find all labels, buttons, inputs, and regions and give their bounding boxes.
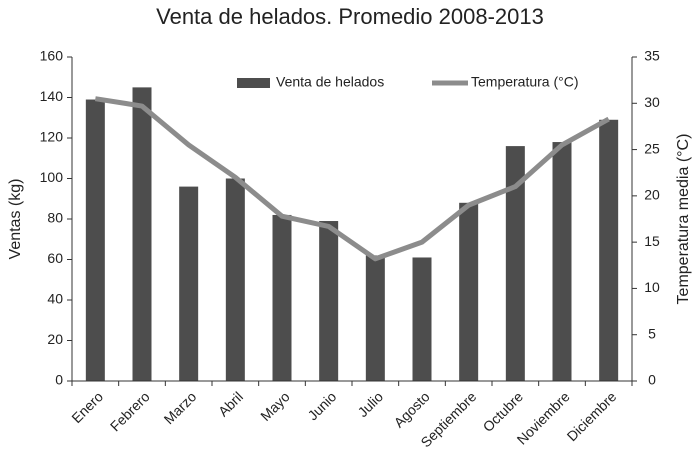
bar (272, 214, 292, 381)
y2-tick-label: 10 (644, 279, 660, 295)
y2-tick-label: 15 (644, 233, 660, 249)
bar (459, 202, 479, 381)
y-axis-label: Ventas (kg) (7, 179, 24, 260)
y2-tick-label: 25 (644, 140, 660, 156)
x-tick-label: Mayo (257, 388, 293, 424)
x-tick-label: Diciembre (564, 388, 620, 444)
x-tick-label: Octubre (480, 388, 527, 435)
x-tick-label: Marzo (161, 388, 200, 427)
y-tick-label: 80 (47, 210, 63, 226)
y2-tick-label: 35 (644, 48, 660, 64)
bar (365, 255, 385, 381)
legend-swatch (237, 78, 270, 88)
y-tick-label: 0 (55, 372, 63, 388)
y-tick-label: 60 (47, 250, 63, 266)
line (94, 96, 610, 262)
x-tick-label: Julio (354, 388, 386, 420)
bar (85, 99, 105, 382)
y-tick-label: 100 (40, 169, 64, 185)
x-tick-label: Abril (215, 388, 246, 419)
y-tick-label: 40 (47, 291, 63, 307)
x-tick-label: Junio (304, 388, 339, 423)
y2-tick-label: 5 (648, 325, 656, 341)
chart-title: Venta de helados. Promedio 2008-2013 (156, 4, 544, 29)
x-tick-label: Agosto (391, 388, 433, 430)
y2-tick-label: 0 (648, 372, 656, 388)
bar (552, 142, 572, 381)
y-tick-label: 20 (47, 331, 63, 347)
bar (319, 221, 339, 381)
y-tick-label: 120 (40, 129, 64, 145)
bar (132, 87, 152, 381)
bar (179, 186, 199, 381)
y-tick-label: 160 (40, 48, 64, 64)
bar (225, 178, 245, 381)
legend-label: Temperatura (°C) (471, 74, 579, 90)
y-tick-label: 140 (40, 88, 64, 104)
x-tick-label: Enero (68, 388, 106, 426)
bar (505, 146, 525, 381)
y2-tick-label: 20 (644, 187, 660, 203)
bar (412, 257, 432, 381)
legend-label: Venta de helados (276, 74, 384, 90)
y2-tick-label: 30 (644, 94, 660, 110)
x-tick-label: Febrero (107, 388, 153, 434)
y2-axis-label: Temperatura media (°C) (675, 134, 692, 305)
bar (599, 119, 619, 382)
